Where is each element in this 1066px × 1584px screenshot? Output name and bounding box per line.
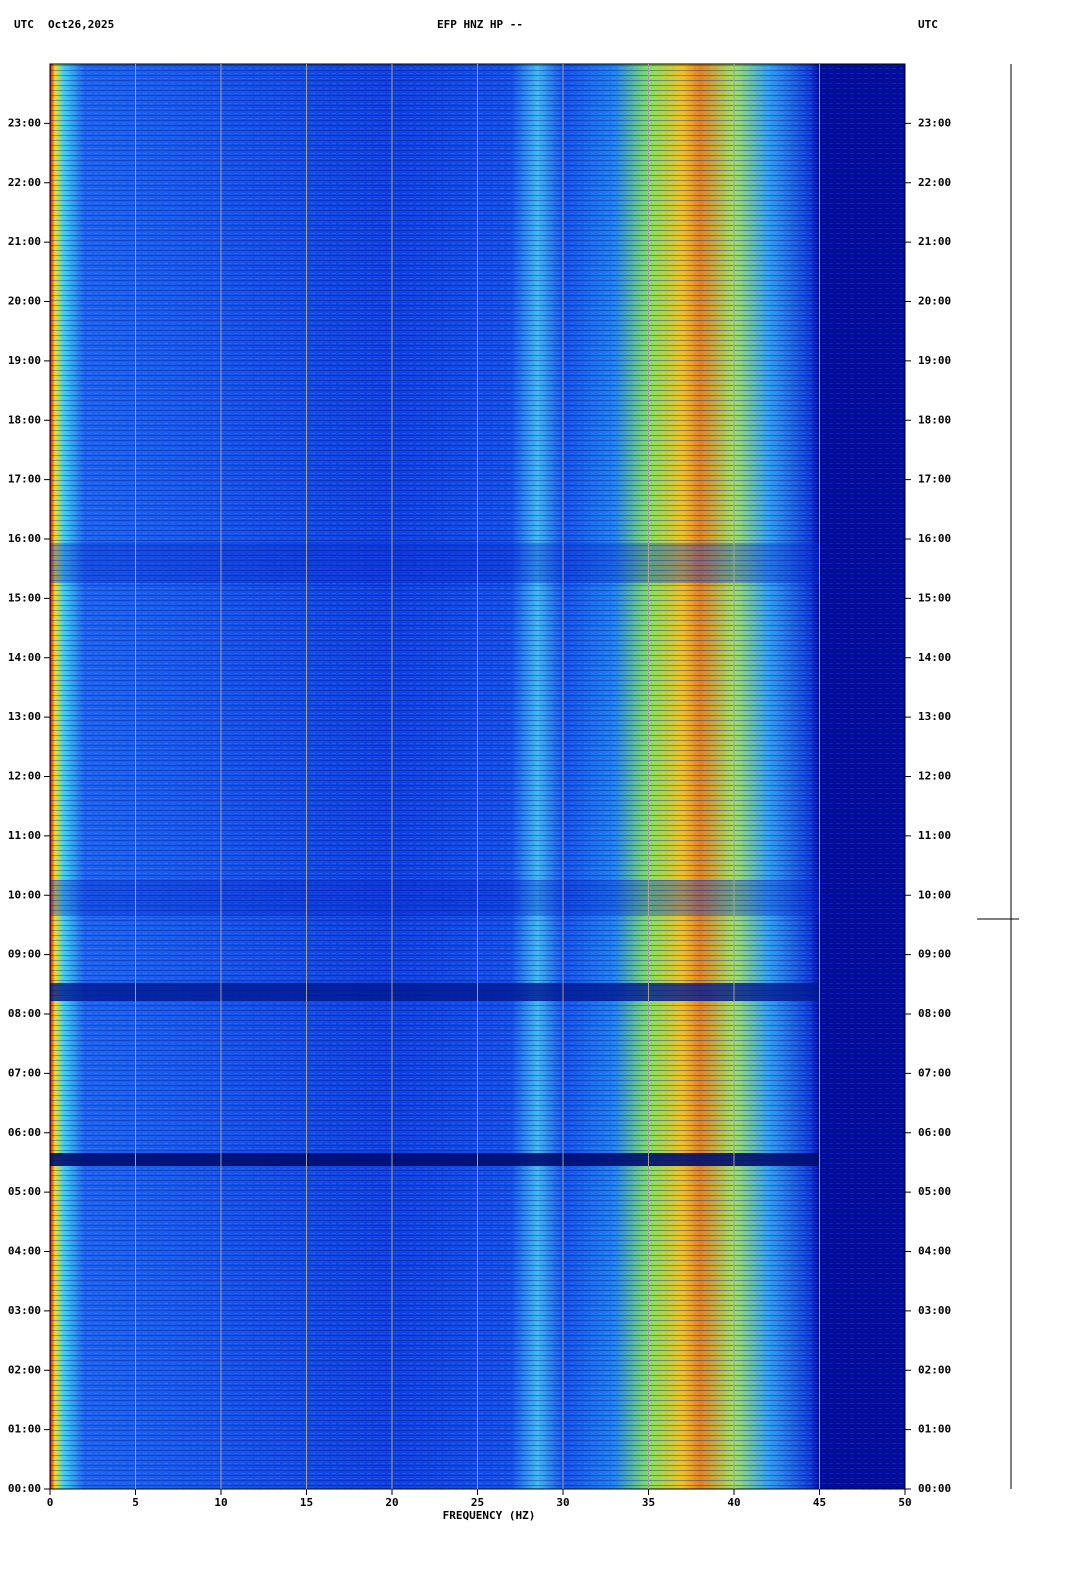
y-tick-label: 11:00	[8, 829, 41, 842]
y-tick-label: 02:00	[8, 1363, 41, 1376]
y-tick-label-right: 22:00	[918, 176, 951, 189]
x-tick-label: 10	[214, 1496, 227, 1509]
date: Oct26,2025	[48, 18, 114, 31]
y-tick-label-right: 23:00	[918, 116, 951, 129]
y-tick-label-right: 10:00	[918, 888, 951, 901]
x-tick-label: 50	[898, 1496, 911, 1509]
y-tick-label-right: 15:00	[918, 591, 951, 604]
x-axis-label: FREQUENCY (HZ)	[443, 1509, 536, 1522]
x-tick-label: 25	[471, 1496, 484, 1509]
y-tick-label: 13:00	[8, 710, 41, 723]
left-timezone: UTC	[14, 18, 34, 31]
y-tick-label-right: 03:00	[918, 1304, 951, 1317]
x-tick-label: 40	[727, 1496, 740, 1509]
y-tick-label: 23:00	[8, 116, 41, 129]
y-tick-label-right: 12:00	[918, 770, 951, 783]
x-tick-label: 35	[642, 1496, 655, 1509]
y-tick-label: 17:00	[8, 473, 41, 486]
y-tick-label-right: 13:00	[918, 710, 951, 723]
y-tick-label: 09:00	[8, 948, 41, 961]
x-tick-label: 20	[385, 1496, 398, 1509]
y-tick-label-right: 14:00	[918, 651, 951, 664]
y-tick-label-right: 04:00	[918, 1245, 951, 1258]
y-tick-label: 20:00	[8, 295, 41, 308]
y-tick-label: 22:00	[8, 176, 41, 189]
y-tick-label: 08:00	[8, 1007, 41, 1020]
y-tick-label: 14:00	[8, 651, 41, 664]
y-tick-label: 10:00	[8, 888, 41, 901]
y-tick-label-right: 19:00	[918, 354, 951, 367]
y-tick-label-right: 16:00	[918, 532, 951, 545]
y-tick-label: 21:00	[8, 235, 41, 248]
x-tick-label: 15	[300, 1496, 313, 1509]
y-tick-label-right: 21:00	[918, 235, 951, 248]
y-tick-label-right: 02:00	[918, 1363, 951, 1376]
y-tick-label-right: 08:00	[918, 1007, 951, 1020]
y-tick-label-right: 01:00	[918, 1423, 951, 1436]
y-tick-label: 18:00	[8, 413, 41, 426]
y-tick-label: 01:00	[8, 1423, 41, 1436]
y-tick-label-right: 05:00	[918, 1185, 951, 1198]
y-tick-label: 04:00	[8, 1245, 41, 1258]
y-tick-label: 05:00	[8, 1185, 41, 1198]
right-timezone: UTC	[918, 18, 938, 31]
x-tick-label: 5	[132, 1496, 139, 1509]
y-tick-label-right: 06:00	[918, 1126, 951, 1139]
y-tick-label: 16:00	[8, 532, 41, 545]
y-tick-label: 00:00	[8, 1482, 41, 1495]
y-tick-label: 19:00	[8, 354, 41, 367]
x-tick-label: 30	[556, 1496, 569, 1509]
y-tick-label-right: 11:00	[918, 829, 951, 842]
y-tick-label-right: 07:00	[918, 1066, 951, 1079]
x-tick-label: 0	[47, 1496, 54, 1509]
chart-title: EFP HNZ HP --	[437, 18, 523, 31]
trace-panel	[977, 64, 1019, 1489]
y-tick-label-right: 20:00	[918, 295, 951, 308]
y-tick-label-right: 00:00	[918, 1482, 951, 1495]
y-tick-label: 03:00	[8, 1304, 41, 1317]
y-tick-label-right: 18:00	[918, 413, 951, 426]
x-tick-label: 45	[813, 1496, 826, 1509]
y-tick-label: 07:00	[8, 1066, 41, 1079]
y-tick-label-right: 09:00	[918, 948, 951, 961]
y-tick-label: 15:00	[8, 591, 41, 604]
y-tick-label-right: 17:00	[918, 473, 951, 486]
y-tick-label: 06:00	[8, 1126, 41, 1139]
y-tick-label: 12:00	[8, 770, 41, 783]
